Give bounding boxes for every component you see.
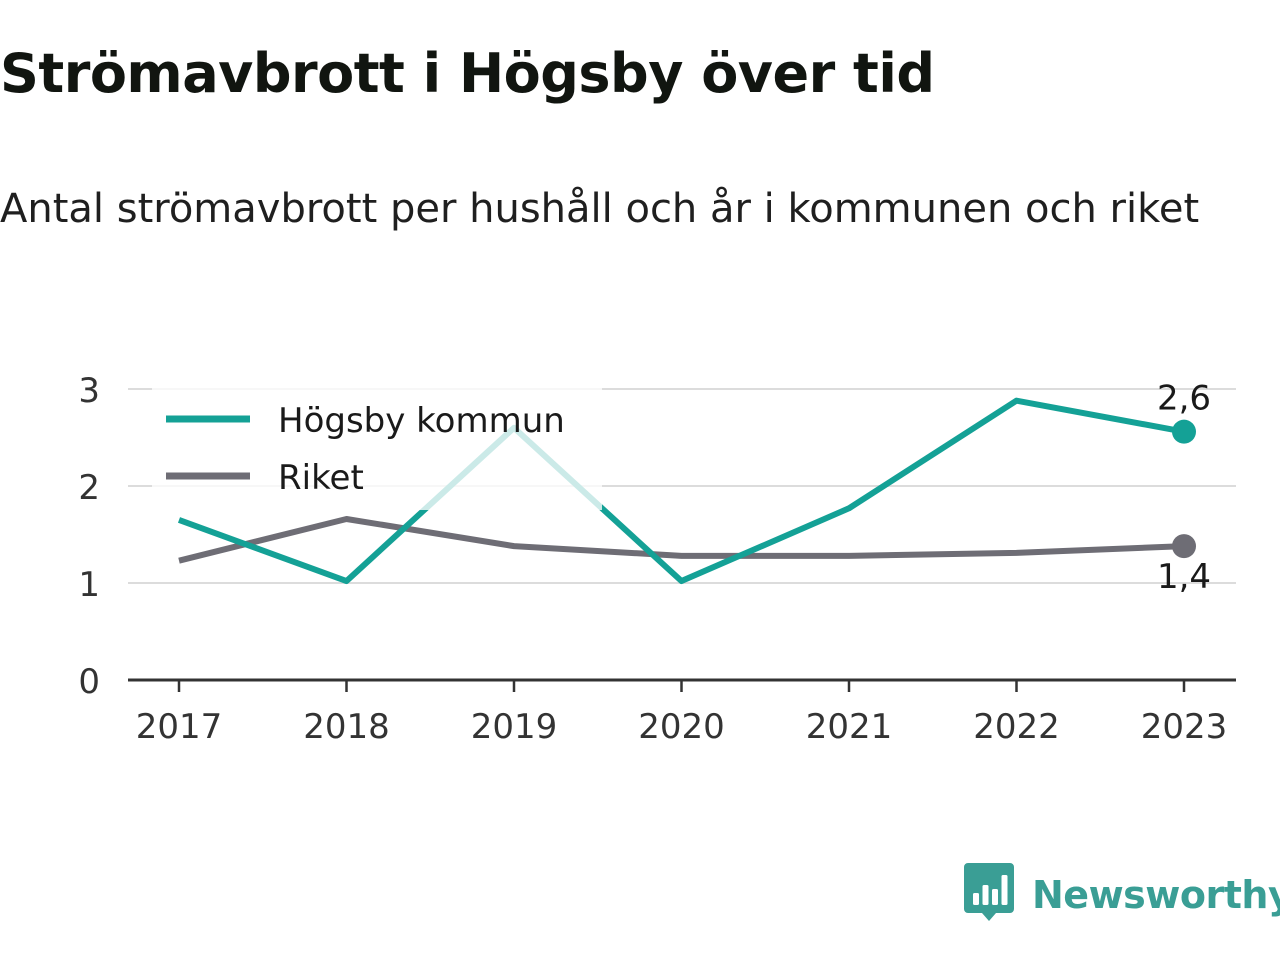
y-tick-label: 2	[78, 468, 100, 508]
legend-label: Högsby kommun	[278, 401, 565, 441]
legend: Högsby kommun Riket	[152, 388, 602, 510]
series-line-riket	[178, 515, 1185, 564]
x-tick-label: 2020	[638, 707, 725, 747]
end-point	[1172, 419, 1196, 444]
y-tick-label: 1	[78, 565, 100, 605]
end-value-label: 1,4	[1157, 557, 1211, 597]
legend-label: Riket	[278, 458, 364, 498]
x-tick-label: 2023	[1141, 707, 1228, 747]
end-point	[1172, 534, 1196, 559]
brand-name: Newsworthy	[1032, 873, 1280, 917]
chart-subtitle: Antal strömavbrott per hushåll och år i …	[0, 186, 1200, 232]
y-tick-label: 0	[78, 662, 100, 702]
series-line-hogsby	[177, 397, 1185, 585]
x-tick-label: 2019	[471, 707, 558, 747]
x-tick-label: 2017	[136, 707, 223, 747]
x-tick-label: 2021	[806, 707, 893, 747]
x-tick-label: 2018	[303, 707, 390, 747]
chart-title: Strömavbrott i Högsby över tid	[0, 42, 935, 105]
x-tick-label: 2022	[973, 707, 1060, 747]
end-value-label: 2,6	[1157, 379, 1211, 419]
legend-background	[152, 388, 602, 510]
bar-chart-speech-bubble-icon	[964, 863, 1014, 921]
y-tick-label: 3	[78, 371, 100, 411]
brand-logo: Newsworthy	[964, 862, 1280, 928]
